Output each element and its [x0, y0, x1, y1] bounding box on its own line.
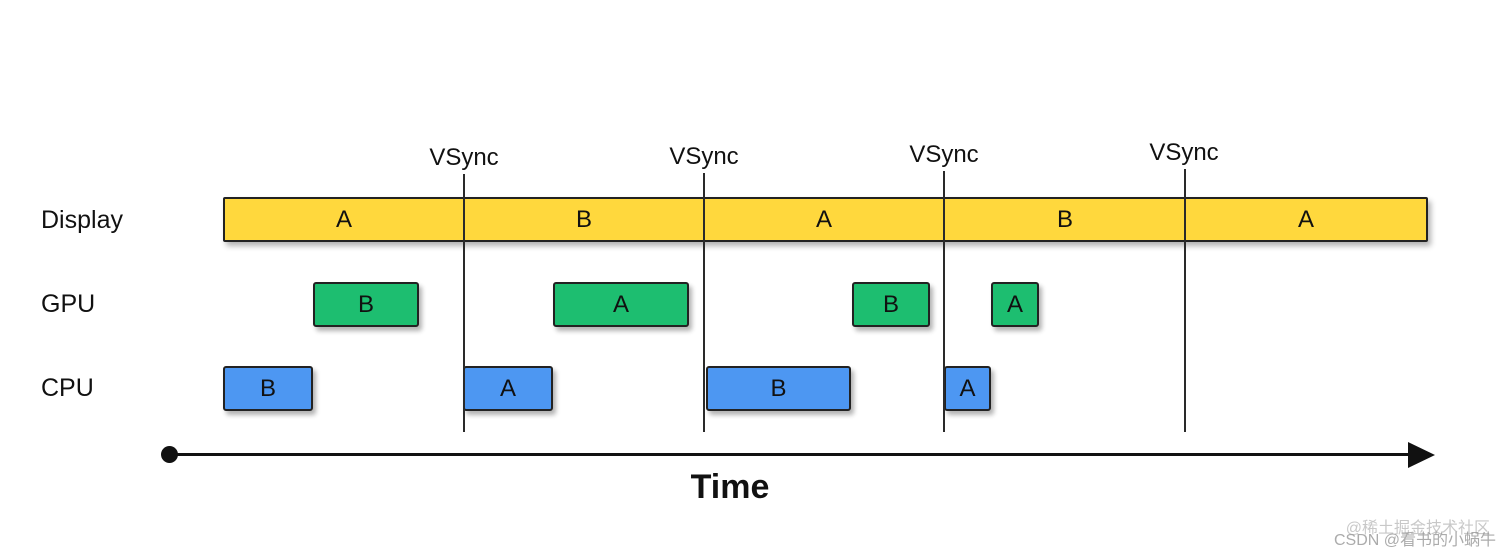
vsync-line-4 — [1184, 169, 1186, 432]
vsync-label-4: VSync — [1149, 139, 1219, 166]
watermark-juejin: @稀土掘金技术社区 — [1345, 520, 1490, 537]
cpu-block: A — [463, 366, 553, 411]
vsync-label-2: VSync — [669, 143, 739, 170]
display-bar — [223, 197, 1428, 242]
display-segment-label: A — [335, 206, 353, 233]
gpu-block: A — [553, 282, 689, 327]
cpu-block: B — [706, 366, 851, 411]
vsync-label-3: VSync — [909, 141, 979, 168]
display-segment-label: B — [575, 206, 593, 233]
row-label-gpu: GPU — [41, 290, 96, 318]
row-label-display: Display — [41, 206, 123, 234]
gpu-block: A — [991, 282, 1039, 327]
display-segment-label: A — [815, 206, 833, 233]
cpu-block: B — [223, 366, 313, 411]
display-segment-label: A — [1297, 206, 1315, 233]
row-label-cpu: CPU — [41, 374, 94, 402]
display-segment-label: B — [1056, 206, 1074, 233]
cpu-block: A — [944, 366, 991, 411]
gpu-block: B — [313, 282, 419, 327]
gpu-block: B — [852, 282, 930, 327]
vsync-line-2 — [703, 173, 705, 432]
vsync-line-1 — [463, 174, 465, 432]
time-axis-label: Time — [690, 468, 770, 506]
timeline-start-dot — [161, 446, 178, 463]
vsync-label-1: VSync — [429, 144, 499, 171]
vsync-line-3 — [943, 171, 945, 432]
timeline-arrowhead-icon — [1408, 442, 1435, 468]
watermark-csdn: CSDN @看书的小蜗牛 — [1333, 532, 1496, 549]
timeline-axis — [170, 453, 1414, 456]
